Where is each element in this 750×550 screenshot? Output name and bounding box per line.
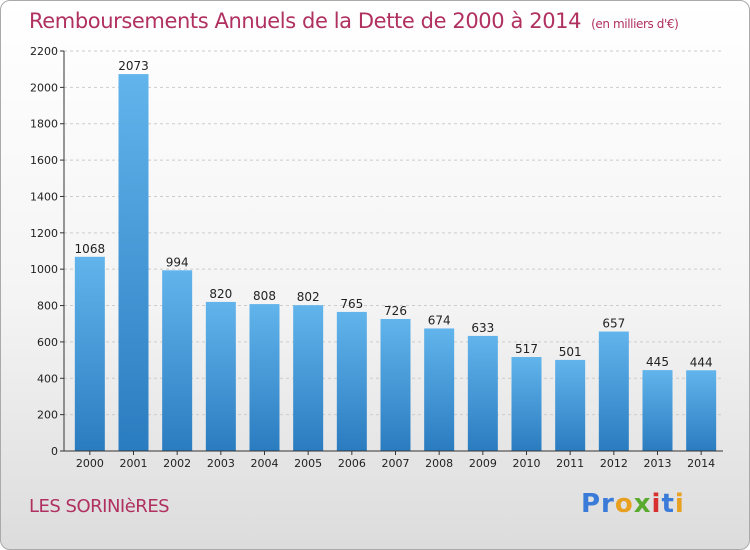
x-tick-label-2000: 2000 — [76, 457, 104, 470]
y-tick-label: 2200 — [30, 45, 58, 58]
bar-2008 — [424, 328, 455, 451]
data-label-2011: 501 — [559, 345, 582, 359]
y-tick-label: 1800 — [30, 118, 58, 131]
y-tick-label: 2000 — [30, 81, 58, 94]
y-tick-label: 0 — [51, 445, 58, 458]
y-tick-label: 1200 — [30, 227, 58, 240]
y-tick-label: 1600 — [30, 154, 58, 167]
bar-2005 — [293, 305, 324, 451]
bar-2007 — [380, 319, 411, 451]
bar-2012 — [598, 331, 629, 451]
bar-2014 — [686, 370, 717, 451]
x-tick-label-2012: 2012 — [600, 457, 628, 470]
x-tick-label-2014: 2014 — [687, 457, 715, 470]
y-tick-label: 800 — [37, 300, 58, 313]
data-label-2003: 820 — [209, 287, 232, 301]
chart-title: Remboursements Annuels de la Dette de 20… — [29, 9, 679, 33]
data-label-2002: 994 — [166, 255, 189, 269]
bar-2011 — [555, 359, 586, 451]
data-label-2008: 674 — [428, 313, 451, 327]
data-label-2014: 444 — [690, 355, 713, 369]
x-tick-label-2001: 2001 — [120, 457, 148, 470]
bar-2000 — [74, 256, 105, 451]
bar-2006 — [336, 311, 367, 451]
bars — [74, 74, 717, 451]
x-tick-label-2007: 2007 — [382, 457, 410, 470]
y-tick-label: 600 — [37, 336, 58, 349]
x-tick-label-2003: 2003 — [207, 457, 235, 470]
y-tick-label: 200 — [37, 409, 58, 422]
axes — [60, 50, 723, 455]
labels: 0 200 400 600 800 1000 1200 1400 1600 1800 2000 220… — [30, 45, 715, 470]
bar-2010 — [511, 357, 542, 451]
y-tick-label: 1400 — [30, 190, 58, 203]
bar-2003 — [205, 301, 236, 451]
data-label-2004: 808 — [253, 289, 276, 303]
x-tick-label-2009: 2009 — [469, 457, 497, 470]
x-tick-label-2008: 2008 — [425, 457, 453, 470]
data-label-2010: 517 — [515, 342, 538, 356]
bar-2002 — [162, 270, 193, 451]
bar-2013 — [642, 370, 673, 451]
data-label-2007: 726 — [384, 304, 407, 318]
x-tick-label-2011: 2011 — [556, 457, 584, 470]
data-label-2005: 802 — [297, 290, 320, 304]
data-label-2001: 2073 — [118, 59, 149, 73]
title-text: Remboursements Annuels de la Dette de 20… — [29, 9, 582, 33]
x-tick-label-2013: 2013 — [644, 457, 672, 470]
x-tick-label-2002: 2002 — [163, 457, 191, 470]
x-tick-label-2005: 2005 — [294, 457, 322, 470]
title-unit: (en milliers d'€) — [591, 17, 679, 31]
data-label-2006: 765 — [340, 297, 363, 311]
proxiti-logo: Proxiti — [581, 489, 685, 519]
data-label-2013: 445 — [646, 355, 669, 369]
x-tick-label-2004: 2004 — [251, 457, 279, 470]
data-label-2012: 657 — [602, 317, 625, 331]
x-tick-label-2010: 2010 — [513, 457, 541, 470]
y-tick-label: 400 — [37, 372, 58, 385]
bar-2004 — [249, 304, 280, 451]
data-label-2009: 633 — [471, 321, 494, 335]
bar-2009 — [467, 335, 498, 451]
data-label-2000: 1068 — [75, 242, 106, 256]
bar-2001 — [118, 74, 149, 451]
y-tick-label: 1000 — [30, 263, 58, 276]
x-tick-label-2006: 2006 — [338, 457, 366, 470]
city-name: LES SORINIèRES — [29, 496, 170, 517]
